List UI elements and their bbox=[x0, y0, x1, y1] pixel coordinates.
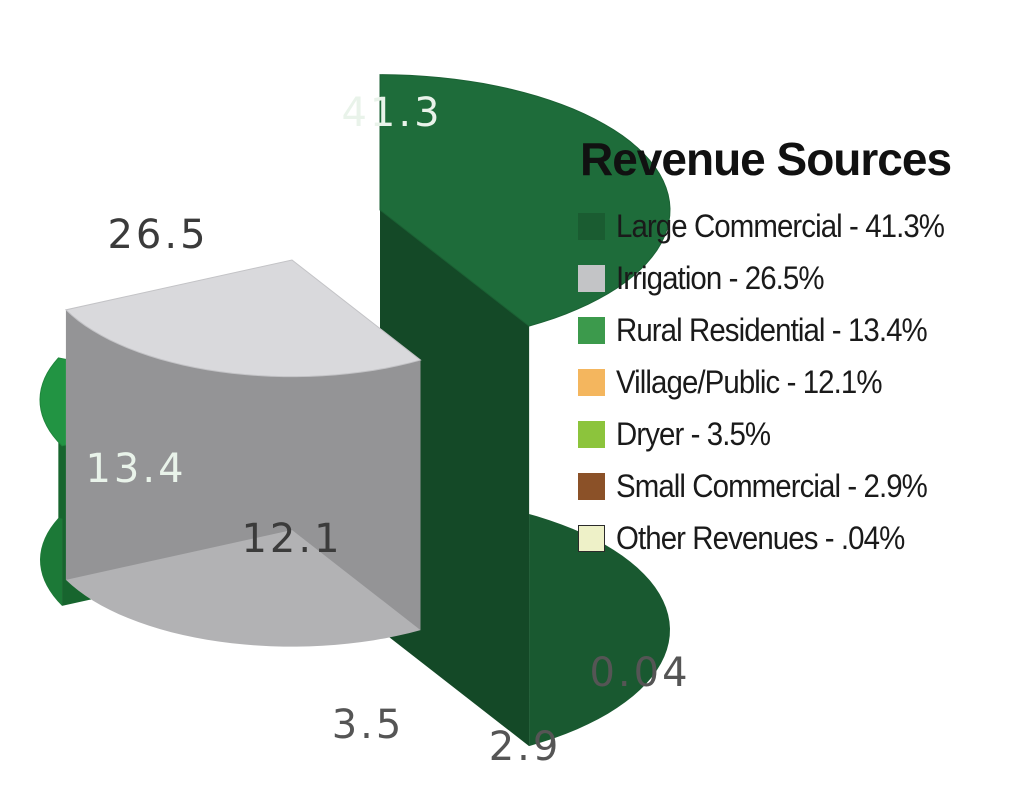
legend-swatch bbox=[578, 420, 605, 448]
slice-value-label: 0.04 bbox=[589, 650, 690, 696]
slice-value-label: 13.4 bbox=[85, 446, 186, 492]
legend-item: Large Commercial - 41.3% bbox=[578, 200, 1018, 252]
legend-label: Large Commercial - 41.3% bbox=[616, 207, 945, 244]
legend-label: Small Commercial - 2.9% bbox=[616, 467, 928, 504]
legend-swatch bbox=[578, 212, 605, 240]
legend-label: Rural Residential - 13.4% bbox=[616, 311, 928, 348]
legend-item: Small Commercial - 2.9% bbox=[578, 460, 1018, 512]
legend-item: Dryer - 3.5% bbox=[578, 408, 1018, 460]
slice-value-label: 41.3 bbox=[341, 90, 442, 136]
slice-value-label: 12.1 bbox=[241, 516, 342, 562]
legend-label: Village/Public - 12.1% bbox=[616, 363, 883, 400]
legend-swatch bbox=[578, 264, 605, 292]
legend-item: Irrigation - 26.5% bbox=[578, 252, 1018, 304]
legend-item: Village/Public - 12.1% bbox=[578, 356, 1018, 408]
chart-title: Revenue Sources bbox=[580, 133, 952, 185]
pie-slice bbox=[64, 259, 422, 647]
legend-swatch bbox=[578, 472, 605, 500]
slice-value-label: 2.9 bbox=[489, 724, 562, 770]
slice-value-label: 26.5 bbox=[107, 212, 208, 258]
chart-legend: Revenue Sources Large Commercial - 41.3%… bbox=[578, 132, 1018, 564]
legend-swatch bbox=[578, 524, 605, 552]
legend-swatch bbox=[578, 368, 605, 396]
slice-value-label: 3.5 bbox=[332, 702, 405, 748]
legend-item: Rural Residential - 13.4% bbox=[578, 304, 1018, 356]
legend-label: Other Revenues - .04% bbox=[616, 519, 905, 556]
legend-item: Other Revenues - .04% bbox=[578, 512, 1018, 564]
legend-label: Dryer - 3.5% bbox=[616, 415, 771, 452]
legend-list: Large Commercial - 41.3% Irrigation - 26.… bbox=[578, 200, 1018, 564]
legend-swatch bbox=[578, 316, 605, 344]
legend-label: Irrigation - 26.5% bbox=[616, 259, 825, 296]
